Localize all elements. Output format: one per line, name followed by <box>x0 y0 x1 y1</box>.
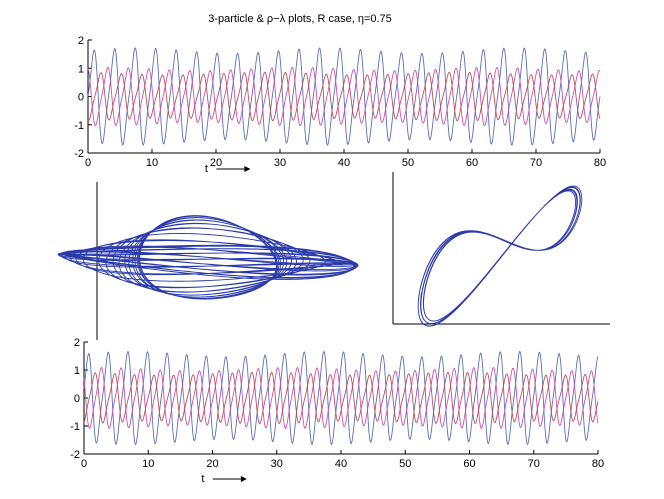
bottom-y-tick-label: -1 <box>70 421 80 433</box>
bottom-x-tick-label: 30 <box>271 458 283 470</box>
bottom-x-tick-label: 60 <box>463 458 475 470</box>
top-series-red-line <box>87 71 601 122</box>
bottom-y-tick-label: -2 <box>70 449 80 461</box>
left-portrait-curve <box>57 215 359 300</box>
top-x-axis-arrowhead <box>244 166 251 172</box>
top-x-tick-label: 10 <box>146 157 158 169</box>
top-y-tick-label: -1 <box>74 120 84 132</box>
bottom-x-tick-label: 40 <box>335 458 347 470</box>
bottom-time-series-plot: 210-1-20 10 20 30 40 50 60 70 80t <box>70 337 604 485</box>
top-x-tick-label: 40 <box>338 157 350 169</box>
top-x-axis-label: t <box>205 163 208 175</box>
right-phase-portrait <box>392 172 610 327</box>
top-x-tick-label: 30 <box>274 157 286 169</box>
top-x-tick-label: 0 <box>85 157 91 169</box>
bottom-x-tick-label: 80 <box>592 458 604 470</box>
bottom-series-blue-line <box>83 350 599 446</box>
bottom-x-tick-label: 50 <box>399 458 411 470</box>
bottom-x-axis-arrowhead <box>240 476 247 482</box>
top-y-tick-label: 2 <box>78 35 84 47</box>
top-x-tick-label: 60 <box>466 157 478 169</box>
bottom-x-tick-label: 20 <box>206 458 218 470</box>
top-series-magenta-line <box>87 66 601 127</box>
bottom-series-magenta-line <box>83 366 599 429</box>
left-phase-portrait <box>57 182 359 340</box>
bottom-x-tick-label: 10 <box>142 458 154 470</box>
bottom-y-tick-label: 2 <box>74 337 80 349</box>
top-time-series-plot: 210-1-20 10 20 30 40 50 60 70 80t <box>74 35 606 175</box>
top-series-blue-line <box>87 47 601 146</box>
bottom-series-red-line <box>83 371 599 425</box>
top-y-tick-label: 1 <box>78 63 84 75</box>
bottom-y-tick-label: 0 <box>74 393 80 405</box>
right-portrait-curve <box>417 185 583 327</box>
bottom-x-tick-label: 0 <box>81 458 87 470</box>
bottom-x-tick-label: 70 <box>528 458 540 470</box>
top-x-tick-label: 20 <box>210 157 222 169</box>
top-x-tick-label: 50 <box>402 157 414 169</box>
bottom-x-axis-label: t <box>201 473 204 485</box>
top-x-tick-label: 70 <box>530 157 542 169</box>
top-x-tick-label: 80 <box>594 157 606 169</box>
bottom-y-tick-label: 1 <box>74 365 80 377</box>
chart-title: 3-particle & ρ−λ plots, R case, η=0.75 <box>208 13 392 25</box>
top-y-tick-label: -2 <box>74 148 84 160</box>
top-y-tick-label: 0 <box>78 92 84 104</box>
